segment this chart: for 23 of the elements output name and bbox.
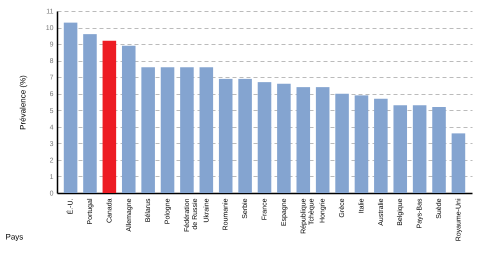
bar	[238, 78, 252, 193]
bar	[452, 133, 466, 193]
bar	[102, 40, 116, 193]
bar	[393, 105, 408, 193]
bar	[83, 34, 97, 193]
bar	[432, 106, 446, 193]
bar	[122, 46, 136, 193]
y-axis-title: Prévalence (%)	[18, 74, 28, 130]
bar	[180, 67, 194, 193]
bar	[160, 67, 174, 193]
bar	[200, 67, 214, 193]
x-axis-title: Pays	[6, 232, 24, 242]
bar	[412, 105, 426, 193]
bar	[64, 22, 78, 193]
bar	[277, 84, 291, 193]
bar	[296, 87, 310, 193]
bar	[258, 82, 272, 193]
bar	[335, 94, 349, 193]
bar	[354, 95, 368, 193]
bar	[316, 87, 330, 193]
bar	[141, 67, 155, 193]
bar	[218, 78, 232, 193]
bar	[374, 98, 388, 193]
